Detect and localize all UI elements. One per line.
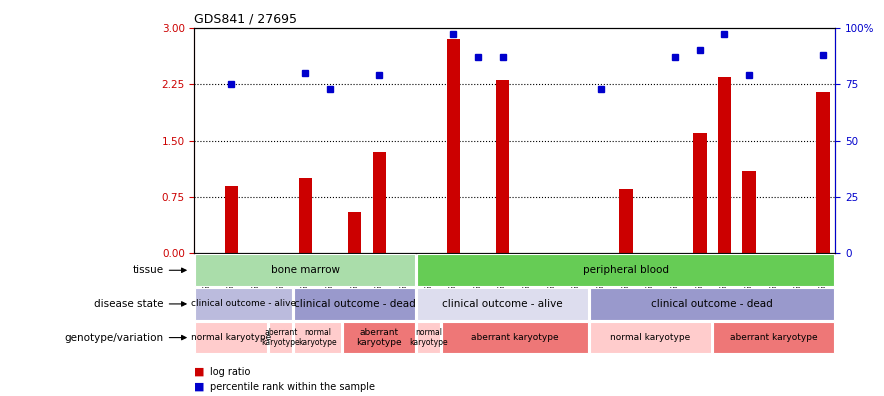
Text: normal
karyotype: normal karyotype bbox=[409, 328, 448, 347]
Text: peripheral blood: peripheral blood bbox=[583, 265, 669, 275]
Text: aberrant
karyotype: aberrant karyotype bbox=[262, 328, 300, 347]
Text: aberrant karyotype: aberrant karyotype bbox=[471, 333, 559, 342]
Text: clinical outcome - dead: clinical outcome - dead bbox=[652, 299, 773, 309]
Bar bbox=[372, 152, 386, 253]
Text: disease state: disease state bbox=[94, 299, 164, 309]
Text: aberrant
karyotype: aberrant karyotype bbox=[356, 328, 402, 347]
Bar bbox=[693, 133, 706, 253]
Bar bbox=[743, 171, 756, 253]
Bar bbox=[343, 322, 415, 353]
Bar bbox=[225, 186, 238, 253]
Bar bbox=[590, 288, 834, 320]
Bar bbox=[446, 39, 460, 253]
Bar bbox=[294, 322, 341, 353]
Bar bbox=[348, 212, 362, 253]
Bar bbox=[496, 80, 509, 253]
Bar bbox=[195, 288, 292, 320]
Bar bbox=[299, 178, 312, 253]
Text: normal
karyotype: normal karyotype bbox=[299, 328, 337, 347]
Bar bbox=[195, 322, 268, 353]
Bar bbox=[417, 288, 588, 320]
Bar bbox=[294, 288, 415, 320]
Bar bbox=[195, 255, 415, 286]
Bar bbox=[816, 91, 830, 253]
Text: genotype/variation: genotype/variation bbox=[65, 333, 164, 343]
Bar bbox=[713, 322, 834, 353]
Text: clinical outcome - alive: clinical outcome - alive bbox=[191, 299, 296, 308]
Text: normal karyotype: normal karyotype bbox=[191, 333, 271, 342]
Text: clinical outcome - dead: clinical outcome - dead bbox=[293, 299, 415, 309]
Text: ■: ■ bbox=[194, 382, 205, 392]
Text: ■: ■ bbox=[194, 367, 205, 377]
Bar bbox=[718, 76, 731, 253]
Bar bbox=[590, 322, 711, 353]
Text: aberrant karyotype: aberrant karyotype bbox=[730, 333, 818, 342]
Text: tissue: tissue bbox=[133, 265, 164, 275]
Bar bbox=[270, 322, 292, 353]
Text: bone marrow: bone marrow bbox=[271, 265, 340, 275]
Bar bbox=[619, 189, 633, 253]
Bar bbox=[442, 322, 588, 353]
Bar bbox=[417, 255, 834, 286]
Text: percentile rank within the sample: percentile rank within the sample bbox=[210, 382, 376, 392]
Bar bbox=[417, 322, 440, 353]
Text: normal karyotype: normal karyotype bbox=[610, 333, 690, 342]
Text: GDS841 / 27695: GDS841 / 27695 bbox=[194, 13, 298, 26]
Text: clinical outcome - alive: clinical outcome - alive bbox=[442, 299, 563, 309]
Text: log ratio: log ratio bbox=[210, 367, 251, 377]
